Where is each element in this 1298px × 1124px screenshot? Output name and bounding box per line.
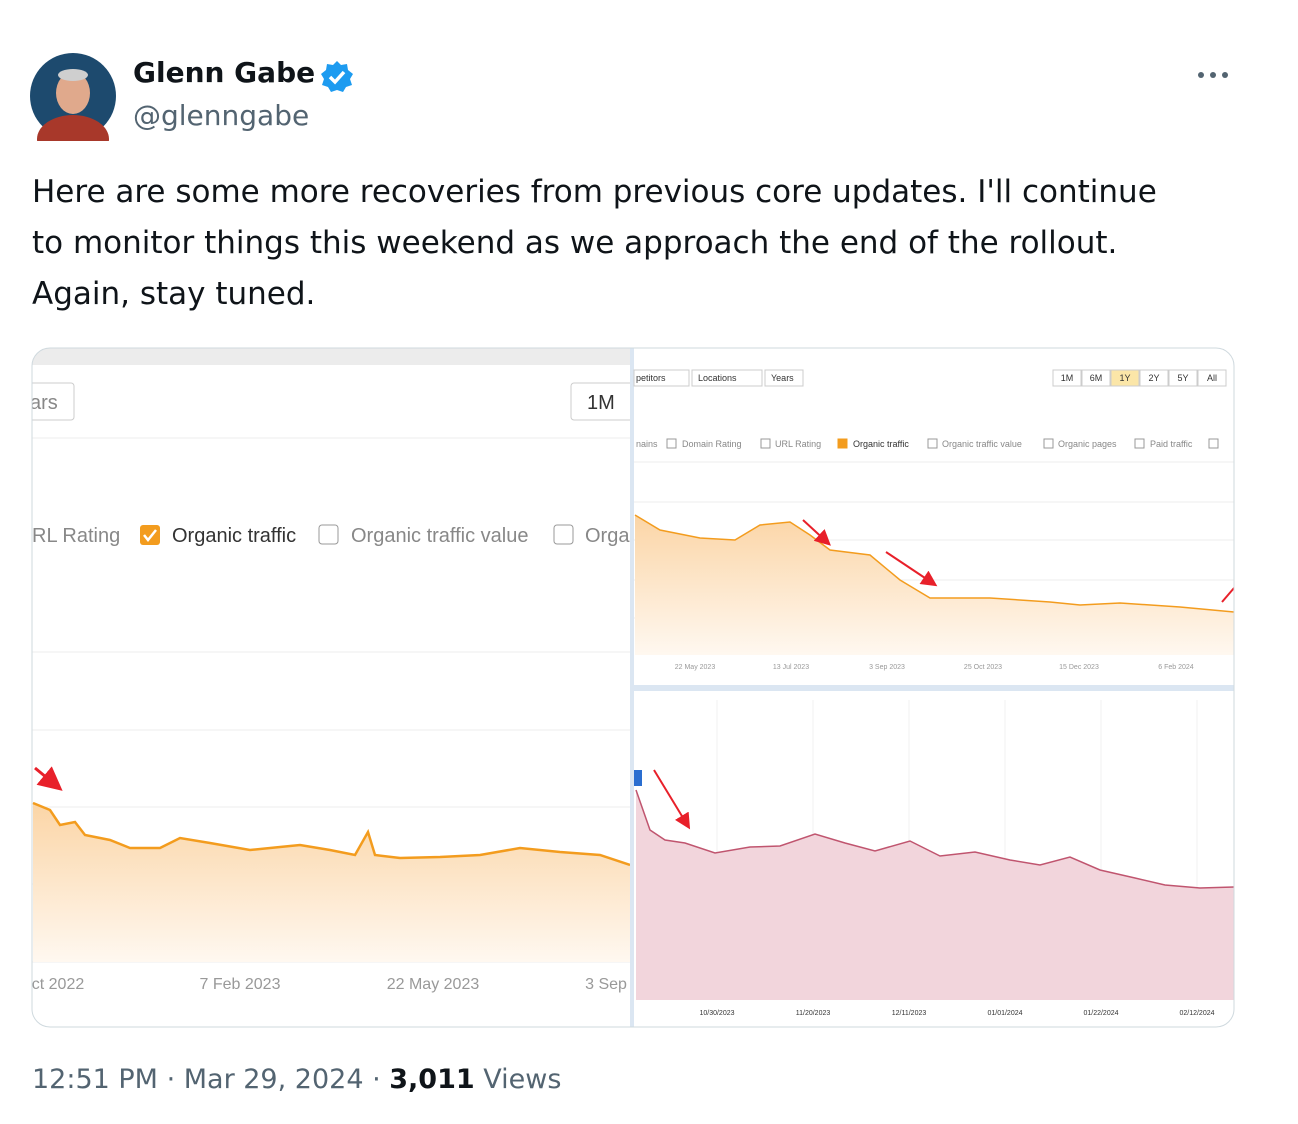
author-handle[interactable]: @glenngabe xyxy=(133,99,310,132)
x-label: 3 Sep 2023 xyxy=(869,664,905,671)
views-count: 3,011 xyxy=(389,1064,475,1095)
range-button[interactable]: 1M xyxy=(1061,373,1074,383)
legend-item: RL Rating xyxy=(32,525,120,547)
range-button[interactable]: All xyxy=(1207,373,1217,383)
legend-item: Domain Rating xyxy=(682,439,742,449)
legend-item: Organic traffic value xyxy=(942,439,1022,449)
x-label: 25 Oct 2023 xyxy=(964,664,1002,671)
x-label: 6 Feb 2024 xyxy=(1158,664,1194,671)
x-label: ct 2022 xyxy=(32,976,85,993)
x-label: 3 Sep xyxy=(585,976,627,993)
filter[interactable]: petitors xyxy=(636,373,666,383)
legend-item: Organic traffic value xyxy=(351,525,529,547)
legend-item: Organic traffic xyxy=(853,439,909,449)
tweet-line: Again, stay tuned. xyxy=(32,276,316,312)
range-button[interactable]: 2Y xyxy=(1148,373,1159,383)
range-button[interactable]: 5Y xyxy=(1177,373,1188,383)
x-label: 01/01/2024 xyxy=(987,1010,1022,1017)
filter[interactable]: Years xyxy=(771,373,794,383)
verified-badge xyxy=(321,61,353,92)
x-label: 02/12/2024 xyxy=(1179,1010,1214,1017)
legend-item: nains xyxy=(636,439,658,449)
legend-item: Organic traffic xyxy=(172,525,296,547)
x-label: 11/20/2023 xyxy=(796,1010,831,1017)
author-name[interactable]: Glenn Gabe xyxy=(133,56,316,89)
x-label: 13 Jul 2023 xyxy=(773,664,809,671)
x-label: 12/11/2023 xyxy=(892,1010,927,1017)
tweet-line: Here are some more recoveries from previ… xyxy=(32,174,1157,210)
legend-item: Organic pages xyxy=(1058,439,1117,449)
range-button[interactable]: 6M xyxy=(1090,373,1103,383)
tweet-time[interactable]: 12:51 PM xyxy=(32,1064,158,1095)
legend-item: Paid traffic xyxy=(1150,439,1193,449)
avatar[interactable] xyxy=(30,53,118,141)
more-menu[interactable] xyxy=(1196,68,1232,82)
period-button[interactable]: ars xyxy=(30,392,58,414)
x-label: 15 Dec 2023 xyxy=(1059,664,1099,671)
tweet-footer: 12:51 PM · Mar 29, 2024 · 3,011 Views xyxy=(32,1064,562,1095)
x-label: 01/22/2024 xyxy=(1083,1010,1118,1017)
legend-item: URL Rating xyxy=(775,439,821,449)
legend-item: Orga xyxy=(585,525,630,547)
x-label: 7 Feb 2023 xyxy=(200,976,281,993)
filter[interactable]: Locations xyxy=(698,373,737,383)
tweet-date[interactable]: Mar 29, 2024 xyxy=(183,1064,364,1095)
tweet-line: to monitor things this weekend as we app… xyxy=(32,225,1118,261)
x-label: 22 May 2023 xyxy=(387,976,480,993)
range-button[interactable]: 1M xyxy=(587,392,615,414)
range-button[interactable]: 1Y xyxy=(1119,373,1130,383)
views-label: Views xyxy=(483,1064,562,1095)
x-label: 22 May 2023 xyxy=(675,664,716,671)
x-label: 10/30/2023 xyxy=(699,1010,734,1017)
